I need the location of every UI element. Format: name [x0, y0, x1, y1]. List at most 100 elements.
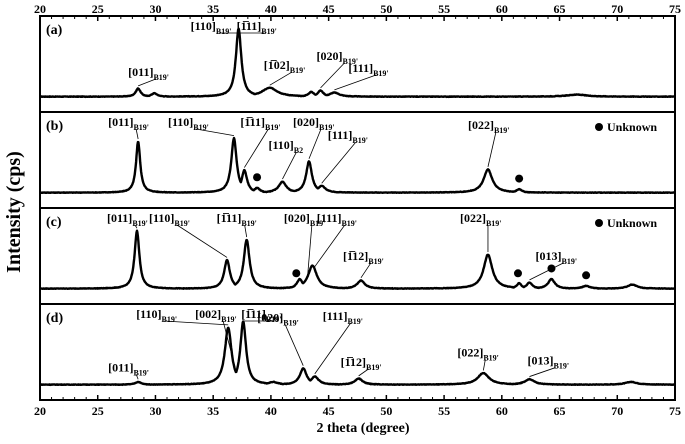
peak-phase: B19'	[352, 136, 368, 145]
peak-phase: B19'	[221, 315, 237, 324]
peak-leader-line	[529, 367, 556, 377]
peak-label: [011]B19'	[108, 115, 149, 140]
peak-label: [111]B19'	[314, 309, 363, 375]
peak-label: [011]B19'	[108, 360, 149, 380]
peak-leader-line	[222, 320, 236, 368]
peak-leader-line	[269, 71, 292, 86]
x-tick-label-bottom: 20	[34, 404, 46, 418]
diffraction-pattern-line	[39, 136, 676, 194]
panel-label: (b)	[46, 119, 63, 134]
peak-label: [1̅11]B19'	[241, 307, 281, 324]
peak-phase: B19'	[174, 219, 190, 228]
peak-label: [111]B19'	[321, 128, 368, 184]
peak-label-text: [1̅12]B19'	[343, 249, 384, 266]
peak-index: [111]	[317, 211, 342, 225]
peak-phase: B19'	[562, 257, 578, 266]
peak-index: [020]	[293, 115, 319, 129]
peak-label-text: [1̅02]B19'	[264, 58, 306, 75]
peak-label: [110]B2	[268, 138, 303, 180]
peak-leader-line	[321, 141, 357, 184]
peak-label-text: [013]B19'	[536, 249, 578, 266]
peak-index: [110]	[268, 138, 293, 152]
peak-index: [022]	[457, 345, 483, 359]
x-tick-label-top: 40	[265, 2, 277, 16]
peak-index: [020]	[317, 49, 343, 63]
peak-phase: B19'	[216, 27, 232, 36]
x-tick-label-top: 25	[92, 2, 104, 16]
unknown-marker	[253, 173, 262, 182]
panel-label: (c)	[46, 215, 62, 230]
peak-index: [110]	[168, 115, 193, 129]
unknown-marker	[513, 269, 522, 278]
x-tick-label-top: 20	[34, 2, 46, 16]
peak-label-text: [022]B19'	[457, 345, 499, 362]
peak-label: [1̅02]B19'	[264, 58, 306, 86]
peak-label-text: [110]B19'	[136, 307, 177, 324]
unknown-marker	[547, 264, 556, 273]
peak-label: [022]B19'	[457, 345, 499, 371]
peak-phase: B19'	[132, 219, 148, 228]
diffraction-pattern-line	[39, 229, 676, 290]
peak-index: [111]	[323, 309, 348, 323]
peak-phase: B19'	[483, 353, 499, 362]
peak-index: [1̅12]	[343, 249, 368, 263]
peak-label-text: [111]B19'	[317, 211, 357, 228]
peak-index: [013]	[528, 354, 554, 368]
peak-label: [020]B19'	[284, 211, 326, 274]
peak-label-text: [020]B19'	[293, 115, 335, 132]
peak-phase: B19'	[261, 27, 277, 36]
peak-phase: B19'	[290, 66, 306, 75]
peak-phase: B19'	[319, 123, 335, 132]
unknown-marker	[515, 174, 524, 183]
peak-phase: B2	[294, 146, 303, 155]
peak-label-text: [110]B19'	[149, 211, 190, 228]
peak-phase: B19'	[341, 219, 357, 228]
peak-index: [110]	[136, 307, 161, 321]
peak-label-text: [1̅11]B19'	[241, 307, 281, 324]
peak-index: [111]	[348, 61, 373, 75]
legend-marker	[595, 123, 603, 131]
peak-phase: B19'	[310, 219, 326, 228]
diffraction-pattern-line	[39, 320, 676, 387]
x-tick-label-bottom: 50	[380, 404, 392, 418]
peak-label-text: [020]B19'	[284, 211, 326, 228]
peak-phase: B19'	[347, 317, 363, 326]
peak-label: [110]B19'	[136, 307, 229, 326]
peak-index: [022]	[468, 118, 494, 132]
x-tick-label-bottom: 45	[323, 404, 335, 418]
diffraction-pattern-line	[39, 27, 676, 99]
peak-index: [011]	[108, 115, 133, 129]
peak-label: [002]B19'	[195, 307, 237, 368]
x-tick-label-top: 60	[496, 2, 508, 16]
peak-index: [1̅11]	[241, 307, 266, 321]
peak-leader-line	[334, 74, 377, 91]
peak-label: [1̅11]B19'	[237, 19, 277, 36]
peak-phase: B19'	[133, 123, 149, 132]
peak-label: [1̅12]B19'	[341, 355, 382, 377]
peak-index: [1̅02]	[264, 58, 290, 72]
peak-label: [1̅11]B19'	[240, 115, 281, 168]
peak-label-text: [020]B19'	[317, 49, 359, 66]
x-tick-label-top: 75	[669, 2, 681, 16]
peak-label-text: [110]B2	[268, 138, 303, 155]
peak-label: [022]B19'	[468, 118, 510, 167]
peak-index: [022]	[460, 211, 486, 225]
peak-leader-line	[314, 224, 346, 267]
peak-leader-line	[244, 128, 269, 168]
panel-1: (a)[011]B19'[110]B19' [1̅11]B19'[1̅02]B19…	[39, 15, 676, 113]
peak-label-text: [111]B19'	[323, 309, 363, 326]
peak-phase: B19'	[368, 257, 384, 266]
x-tick-label-top: 70	[611, 2, 623, 16]
x-tick-label-bottom: 40	[265, 404, 277, 418]
peak-label: [020]B19'	[257, 311, 304, 366]
peak-label-text: [111]B19'	[348, 61, 388, 78]
y-axis-title: Intensity (cps)	[3, 151, 25, 273]
peak-index: [1̅11]	[237, 19, 262, 33]
peak-index: [110]	[149, 211, 174, 225]
legend-marker	[595, 219, 603, 227]
peak-label-text: [011]B19'	[108, 115, 149, 132]
peak-index: [020]	[257, 311, 283, 325]
peak-label-text: [1̅11]B19'	[240, 115, 280, 132]
peak-leader-line	[135, 374, 139, 380]
